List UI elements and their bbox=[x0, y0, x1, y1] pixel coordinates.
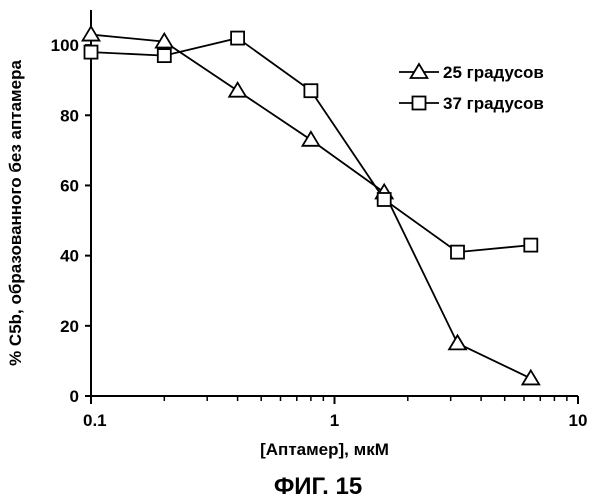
y-tick-label: 0 bbox=[70, 387, 79, 406]
square-marker bbox=[378, 193, 391, 206]
x-axis-title: [Аптамер], мкМ bbox=[260, 440, 389, 459]
square-marker bbox=[304, 84, 317, 97]
triangle-marker bbox=[522, 370, 539, 384]
legend-label: 25 градусов bbox=[443, 63, 544, 82]
y-tick-label: 100 bbox=[51, 36, 79, 55]
square-marker bbox=[85, 46, 98, 59]
triangle-marker bbox=[303, 132, 320, 146]
y-tick-label: 20 bbox=[60, 317, 79, 336]
x-tick-label: 0.1 bbox=[83, 411, 107, 430]
legend-triangle-icon bbox=[411, 64, 428, 78]
y-tick-label: 80 bbox=[60, 106, 79, 125]
y-axis-title: % C5b, образованного без аптамера bbox=[6, 60, 25, 366]
figure-caption: ФИГ. 15 bbox=[274, 473, 362, 500]
square-marker bbox=[231, 32, 244, 45]
chart-legend: 25 градусов 37 градусов bbox=[399, 63, 544, 113]
legend-item-2: 37 градусов bbox=[399, 94, 544, 113]
triangle-marker bbox=[83, 27, 100, 41]
y-tick-label: 40 bbox=[60, 247, 79, 266]
square-marker bbox=[451, 246, 464, 259]
square-marker bbox=[524, 239, 537, 252]
triangle-marker bbox=[229, 83, 246, 97]
legend-label: 37 градусов bbox=[443, 94, 544, 113]
triangle-marker bbox=[449, 335, 466, 349]
legend-square-icon bbox=[413, 97, 426, 110]
legend-item-1: 25 градусов bbox=[399, 63, 544, 82]
x-tick-label: 1 bbox=[330, 411, 339, 430]
y-tick-label: 60 bbox=[60, 176, 79, 195]
square-marker bbox=[158, 49, 171, 62]
x-tick-label: 10 bbox=[569, 411, 588, 430]
